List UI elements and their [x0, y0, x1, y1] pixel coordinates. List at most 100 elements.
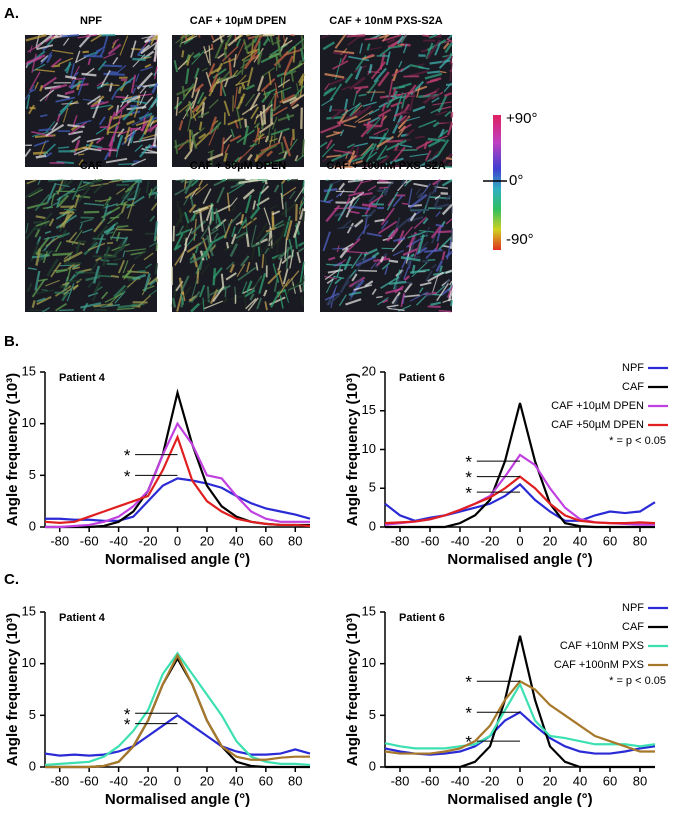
fibre	[389, 261, 398, 262]
x-tick-label: -20	[139, 533, 158, 548]
series-line	[45, 715, 310, 755]
significance-star: *	[124, 467, 131, 486]
series-line	[45, 393, 310, 527]
fibre	[379, 187, 388, 188]
x-tick-label: -80	[391, 533, 410, 548]
fibre	[212, 44, 213, 50]
fibre	[199, 35, 200, 37]
fibre	[103, 66, 122, 67]
x-tick-label: 0	[174, 533, 181, 548]
fibre	[402, 203, 408, 204]
x-tick-label: 60	[259, 773, 273, 788]
fibre	[427, 72, 440, 73]
fibre	[200, 122, 202, 131]
legend-note: * = p < 0.05	[609, 435, 666, 447]
x-tick-label: 60	[259, 533, 273, 548]
micrograph	[25, 180, 157, 312]
x-tick-label: -80	[50, 533, 69, 548]
y-tick-label: 0	[29, 518, 36, 533]
micrograph	[320, 35, 452, 167]
y-tick-label: 15	[362, 402, 376, 417]
x-tick-label: 40	[573, 773, 587, 788]
fibre	[292, 73, 293, 82]
fibre	[102, 85, 119, 86]
fibre	[84, 56, 103, 57]
fibre	[156, 94, 157, 107]
fibre	[451, 61, 452, 63]
y-tick-label: 10	[22, 655, 36, 670]
fibre	[173, 226, 174, 242]
y-tick-label: 0	[29, 758, 36, 773]
fibre	[437, 231, 452, 232]
x-tick-label: 0	[516, 773, 523, 788]
y-tick-label: 15	[362, 603, 376, 618]
image-title: CAF + 100nM PXS-S2A	[326, 160, 446, 172]
x-tick-label: -40	[451, 773, 470, 788]
fibre	[263, 35, 275, 36]
micrograph	[25, 35, 157, 167]
fibre	[239, 86, 241, 93]
fibre	[107, 243, 113, 244]
legend-note: * = p < 0.05	[609, 675, 666, 687]
fibre	[64, 209, 77, 210]
fibre	[291, 35, 295, 36]
x-axis-label: Normalised angle (°)	[105, 551, 250, 568]
x-tick-label: -80	[391, 773, 410, 788]
legend-label: CAF	[622, 381, 644, 393]
fibre	[182, 50, 183, 57]
x-tick-label: 20	[200, 533, 214, 548]
fibre	[34, 222, 43, 223]
image-title: CAF	[80, 160, 103, 172]
y-tick-label: 10	[22, 415, 36, 430]
colorbar-label: -90°	[506, 231, 534, 248]
x-tick-label: -40	[109, 773, 128, 788]
fibre	[78, 154, 84, 155]
fibre	[274, 129, 275, 143]
fibre	[264, 105, 265, 125]
x-tick-label: -20	[481, 773, 500, 788]
colorbar-label: 0°	[509, 172, 523, 189]
fibre	[272, 217, 273, 227]
fibre	[156, 263, 157, 274]
fibre	[93, 239, 106, 240]
x-tick-label: 80	[633, 773, 647, 788]
fibre	[39, 251, 58, 252]
fibre	[358, 271, 377, 272]
significance-star: *	[465, 673, 472, 692]
fibre	[36, 156, 46, 158]
fibre	[175, 180, 182, 181]
image-title: CAF + 50µM DPEN	[190, 160, 287, 172]
fibre	[225, 48, 226, 58]
x-tick-label: 80	[633, 533, 647, 548]
fibre	[246, 35, 250, 36]
panel-label: A.	[4, 5, 19, 22]
y-tick-label: 10	[362, 655, 376, 670]
fibre	[150, 147, 157, 148]
x-tick-label: 80	[288, 533, 302, 548]
x-tick-label: -80	[50, 773, 69, 788]
significance-star: *	[124, 446, 131, 465]
micrograph	[172, 35, 304, 167]
significance-star: *	[465, 733, 472, 752]
fibre	[39, 129, 52, 130]
y-tick-label: 15	[22, 363, 36, 378]
x-tick-label: -60	[421, 533, 440, 548]
panel-label: B.	[4, 333, 19, 350]
x-tick-label: -20	[481, 533, 500, 548]
x-tick-label: 0	[516, 533, 523, 548]
fibre	[103, 74, 124, 75]
fibre	[376, 297, 382, 298]
x-axis-label: Normalised angle (°)	[447, 791, 592, 808]
legend-label: CAF +10µM DPEN	[551, 400, 644, 412]
micrograph	[172, 180, 304, 312]
fibre	[52, 254, 71, 255]
micrograph	[320, 180, 452, 312]
x-tick-label: 20	[200, 773, 214, 788]
fibre	[259, 247, 260, 257]
series-line	[45, 437, 310, 526]
fibre	[303, 180, 304, 193]
chart-title: Patient 4	[59, 372, 106, 384]
x-tick-label: 40	[229, 533, 243, 548]
x-axis-label: Normalised angle (°)	[447, 551, 592, 568]
colorbar-label: +90°	[506, 110, 537, 127]
